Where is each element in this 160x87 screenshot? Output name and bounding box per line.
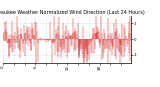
Title: Milwaukee Weather Normalized Wind Direction (Last 24 Hours): Milwaukee Weather Normalized Wind Direct… [0, 10, 145, 15]
